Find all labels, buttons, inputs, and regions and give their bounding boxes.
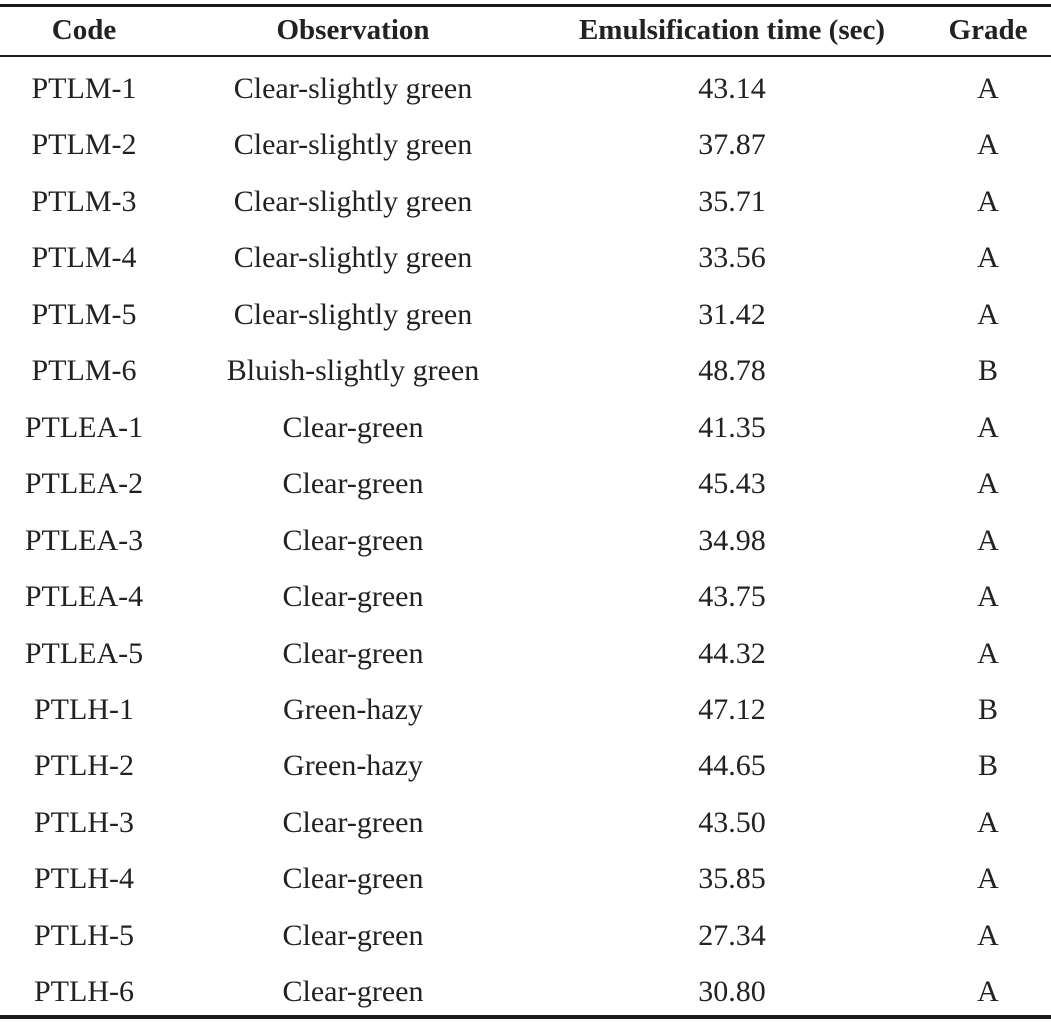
cell-grade: A (977, 410, 999, 444)
cell-emulsification-time: 27.34 (698, 918, 766, 952)
cell-emulsification-time: 34.98 (698, 523, 766, 557)
cell-observation: Clear-slightly green (233, 297, 473, 331)
cell-emulsification-time: 48.78 (698, 354, 766, 388)
cell-grade: A (977, 805, 999, 839)
cell-emulsification-time: 45.43 (698, 467, 766, 501)
cell-grade: B (977, 692, 998, 726)
cell-grade: A (977, 241, 999, 275)
cell-grade: A (977, 636, 999, 670)
cell-code: PTLH-3 (34, 805, 134, 839)
cell-emulsification-time: 43.14 (698, 72, 766, 105)
cell-emulsification-time: 43.50 (698, 805, 766, 839)
cell-observation: Clear-slightly green (233, 72, 473, 105)
cell-observation: Clear-green (282, 805, 424, 839)
cell-emulsification-time: 41.35 (698, 410, 766, 444)
cell-observation: Clear-slightly green (233, 241, 473, 275)
cell-grade: A (977, 184, 999, 218)
cell-code: PTLH-6 (34, 975, 134, 1009)
cell-emulsification-time: 47.12 (698, 692, 766, 726)
table-top-rule (0, 4, 1051, 7)
table-row: PTLM-6 Bluish-slightly green 48.78 B (0, 343, 1051, 399)
cell-observation: Clear-green (282, 862, 424, 896)
cell-emulsification-time: 37.87 (698, 128, 766, 162)
cell-code: PTLH-2 (34, 749, 134, 783)
cell-code: PTLEA-3 (24, 523, 144, 557)
table-row: PTLM-3 Clear-slightly green 35.71 A (0, 174, 1051, 230)
cell-grade: A (977, 580, 999, 614)
cell-observation: Clear-green (282, 523, 424, 557)
table-header-rule (0, 55, 1051, 57)
cell-grade: A (977, 523, 999, 557)
cell-observation: Clear-green (282, 467, 424, 501)
cell-grade: A (977, 975, 999, 1009)
cell-code: PTLM-4 (31, 241, 137, 275)
cell-observation: Clear-green (282, 636, 424, 670)
cell-code: PTLH-5 (34, 918, 134, 952)
table-row: PTLH-1 Green-hazy 47.12 B (0, 682, 1051, 738)
cell-observation: Clear-green (282, 975, 424, 1009)
cell-code: PTLEA-4 (24, 580, 144, 614)
cell-emulsification-time: 30.80 (698, 975, 766, 1009)
cell-observation: Clear-green (282, 410, 424, 444)
cell-emulsification-time: 31.42 (698, 297, 766, 331)
cell-code: PTLM-1 (31, 72, 137, 105)
table-row: PTLM-2 Clear-slightly green 37.87 A (0, 117, 1051, 173)
cell-grade: B (977, 749, 998, 783)
cell-code: PTLM-6 (31, 354, 137, 388)
table-row: PTLH-3 Clear-green 43.50 A (0, 795, 1051, 851)
table-header-row: Code Observation Emulsification time (se… (0, 2, 1051, 58)
table-row: PTLH-2 Green-hazy 44.65 B (0, 738, 1051, 794)
cell-grade: A (977, 128, 999, 162)
table-row: PTLH-4 Clear-green 35.85 A (0, 851, 1051, 907)
cell-grade: A (977, 918, 999, 952)
cell-grade: A (977, 862, 999, 896)
cell-emulsification-time: 44.65 (698, 749, 766, 783)
table-bottom-rule (0, 1015, 1051, 1019)
cell-observation: Bluish-slightly green (226, 354, 480, 388)
cell-emulsification-time: 43.75 (698, 580, 766, 614)
table-row: PTLEA-3 Clear-green 34.98 A (0, 513, 1051, 569)
header-observation: Observation (276, 13, 430, 46)
cell-code: PTLEA-1 (24, 410, 144, 444)
cell-code: PTLEA-2 (24, 467, 144, 501)
cell-code: PTLM-3 (31, 184, 137, 218)
cell-code: PTLH-4 (34, 862, 134, 896)
cell-code: PTLM-5 (31, 297, 137, 331)
table-row: PTLH-5 Clear-green 27.34 A (0, 908, 1051, 964)
cell-observation: Green-hazy (283, 749, 423, 783)
cell-observation: Clear-slightly green (233, 128, 473, 162)
cell-emulsification-time: 35.85 (698, 862, 766, 896)
cell-grade: B (977, 354, 998, 388)
cell-code: PTLH-1 (34, 692, 134, 726)
cell-observation: Clear-slightly green (233, 184, 473, 218)
cell-grade: A (977, 72, 999, 105)
cell-emulsification-time: 33.56 (698, 241, 766, 275)
table-row: PTLH-6 Clear-green 30.80 A (0, 964, 1051, 1020)
table-row: PTLEA-2 Clear-green 45.43 A (0, 456, 1051, 512)
table-row: PTLEA-4 Clear-green 43.75 A (0, 569, 1051, 625)
cell-emulsification-time: 44.32 (698, 636, 766, 670)
table-row: PTLM-4 Clear-slightly green 33.56 A (0, 230, 1051, 286)
header-emulsification-time: Emulsification time (sec) (578, 13, 886, 46)
cell-emulsification-time: 35.71 (698, 184, 766, 218)
table-row: PTLEA-5 Clear-green 44.32 A (0, 626, 1051, 682)
cell-observation: Green-hazy (283, 692, 423, 726)
cell-code: PTLEA-5 (24, 636, 144, 670)
cell-grade: A (977, 297, 999, 331)
header-grade: Grade (948, 13, 1028, 46)
cell-code: PTLM-2 (31, 128, 137, 162)
cell-observation: Clear-green (282, 918, 424, 952)
table-row: PTLM-5 Clear-slightly green 31.42 A (0, 287, 1051, 343)
cell-observation: Clear-green (282, 580, 424, 614)
table-row: PTLEA-1 Clear-green 41.35 A (0, 400, 1051, 456)
cell-grade: A (977, 467, 999, 501)
header-code: Code (51, 13, 117, 46)
table-row: PTLM-1 Clear-slightly green 43.14 A (0, 61, 1051, 117)
